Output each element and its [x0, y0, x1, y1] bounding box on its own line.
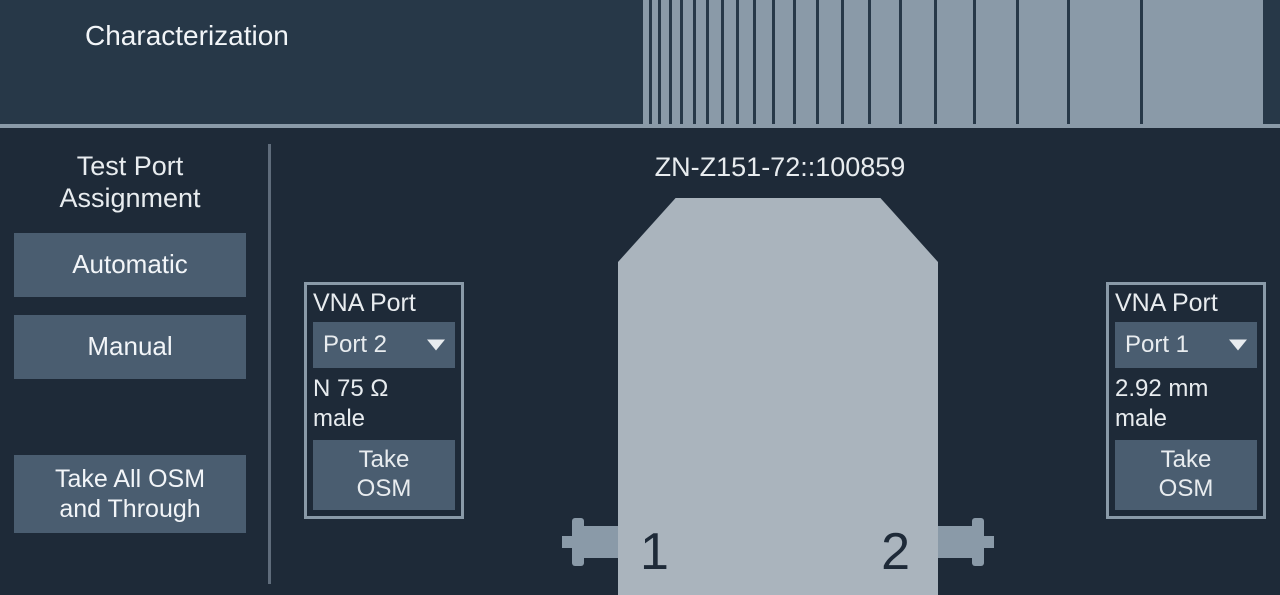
app-root: Characterization Test Port Assignment Au…	[0, 0, 1280, 595]
header-bar-segment	[1019, 0, 1067, 128]
header-bar-segment	[1143, 0, 1263, 128]
take-all-osm-through-button[interactable]: Take All OSM and Through	[14, 455, 246, 533]
vna-port-select-left[interactable]: Port 2	[313, 322, 455, 368]
device-connector-left	[562, 518, 618, 566]
header-bar-segment	[672, 0, 680, 128]
header-bar-segment	[643, 0, 649, 128]
header-bar-segment	[976, 0, 1016, 128]
header-bar-segment	[739, 0, 753, 128]
vna-connector-right: 2.92 mm male	[1115, 374, 1257, 434]
vna-connector-left: N 75 Ω male	[313, 374, 455, 434]
vna-port-panel-left: VNA Port Port 2 N 75 Ω male Take OSM	[304, 282, 464, 519]
take-all-label: Take All OSM and Through	[55, 464, 205, 524]
vertical-divider	[268, 144, 271, 584]
header-bar-segment	[756, 0, 772, 128]
header-bar-segment	[1070, 0, 1140, 128]
header-bar-segment	[696, 0, 706, 128]
sidebar-spacer	[0, 397, 260, 455]
body: Test Port Assignment Automatic Manual Ta…	[0, 132, 1280, 595]
header-progress-bars	[640, 0, 1280, 128]
take-osm-button-right[interactable]: Take OSM	[1115, 440, 1257, 510]
header-bar-segment	[902, 0, 934, 128]
header-bar: Characterization	[0, 0, 1280, 128]
sidebar-section-title-line2: Assignment	[59, 183, 200, 213]
header-bar-segment	[661, 0, 669, 128]
sidebar-section-title-line1: Test Port	[77, 151, 184, 181]
device-diagram: 1 2	[528, 198, 1028, 595]
main-area: ZN-Z151-72::100859 VNA Port Port 2 N 75 …	[280, 132, 1280, 595]
automatic-button-label: Automatic	[72, 249, 188, 280]
header-bar-segment	[796, 0, 816, 128]
chevron-down-icon	[427, 340, 445, 351]
device-id-label: ZN-Z151-72::100859	[280, 152, 1280, 183]
header-bar-segment	[937, 0, 973, 128]
header-bar-segment	[724, 0, 736, 128]
sidebar: Test Port Assignment Automatic Manual Ta…	[0, 150, 260, 551]
vna-port-select-left-value: Port 2	[323, 331, 387, 359]
vna-port-select-right[interactable]: Port 1	[1115, 322, 1257, 368]
vna-port-panel-right: VNA Port Port 1 2.92 mm male Take OSM	[1106, 282, 1266, 519]
automatic-button[interactable]: Automatic	[14, 233, 246, 297]
manual-button-label: Manual	[87, 331, 172, 362]
vna-port-label-right: VNA Port	[1115, 289, 1257, 318]
vna-port-label-left: VNA Port	[313, 289, 455, 318]
manual-button[interactable]: Manual	[14, 315, 246, 379]
header-bar-segment	[871, 0, 899, 128]
header-bar-segment	[775, 0, 793, 128]
device-port-number-1: 1	[640, 522, 669, 582]
chevron-down-icon	[1229, 340, 1247, 351]
header-bar-segment	[844, 0, 868, 128]
take-osm-button-left[interactable]: Take OSM	[313, 440, 455, 510]
device-port-number-2: 2	[881, 522, 910, 582]
device-connector-right	[938, 518, 994, 566]
header-bar-segment	[819, 0, 841, 128]
header-bar-segment	[709, 0, 721, 128]
header-bar-segment	[683, 0, 693, 128]
sidebar-section-title: Test Port Assignment	[0, 150, 260, 215]
page-title: Characterization	[85, 20, 289, 52]
vna-port-select-right-value: Port 1	[1125, 331, 1189, 359]
header-bar-segment	[652, 0, 658, 128]
